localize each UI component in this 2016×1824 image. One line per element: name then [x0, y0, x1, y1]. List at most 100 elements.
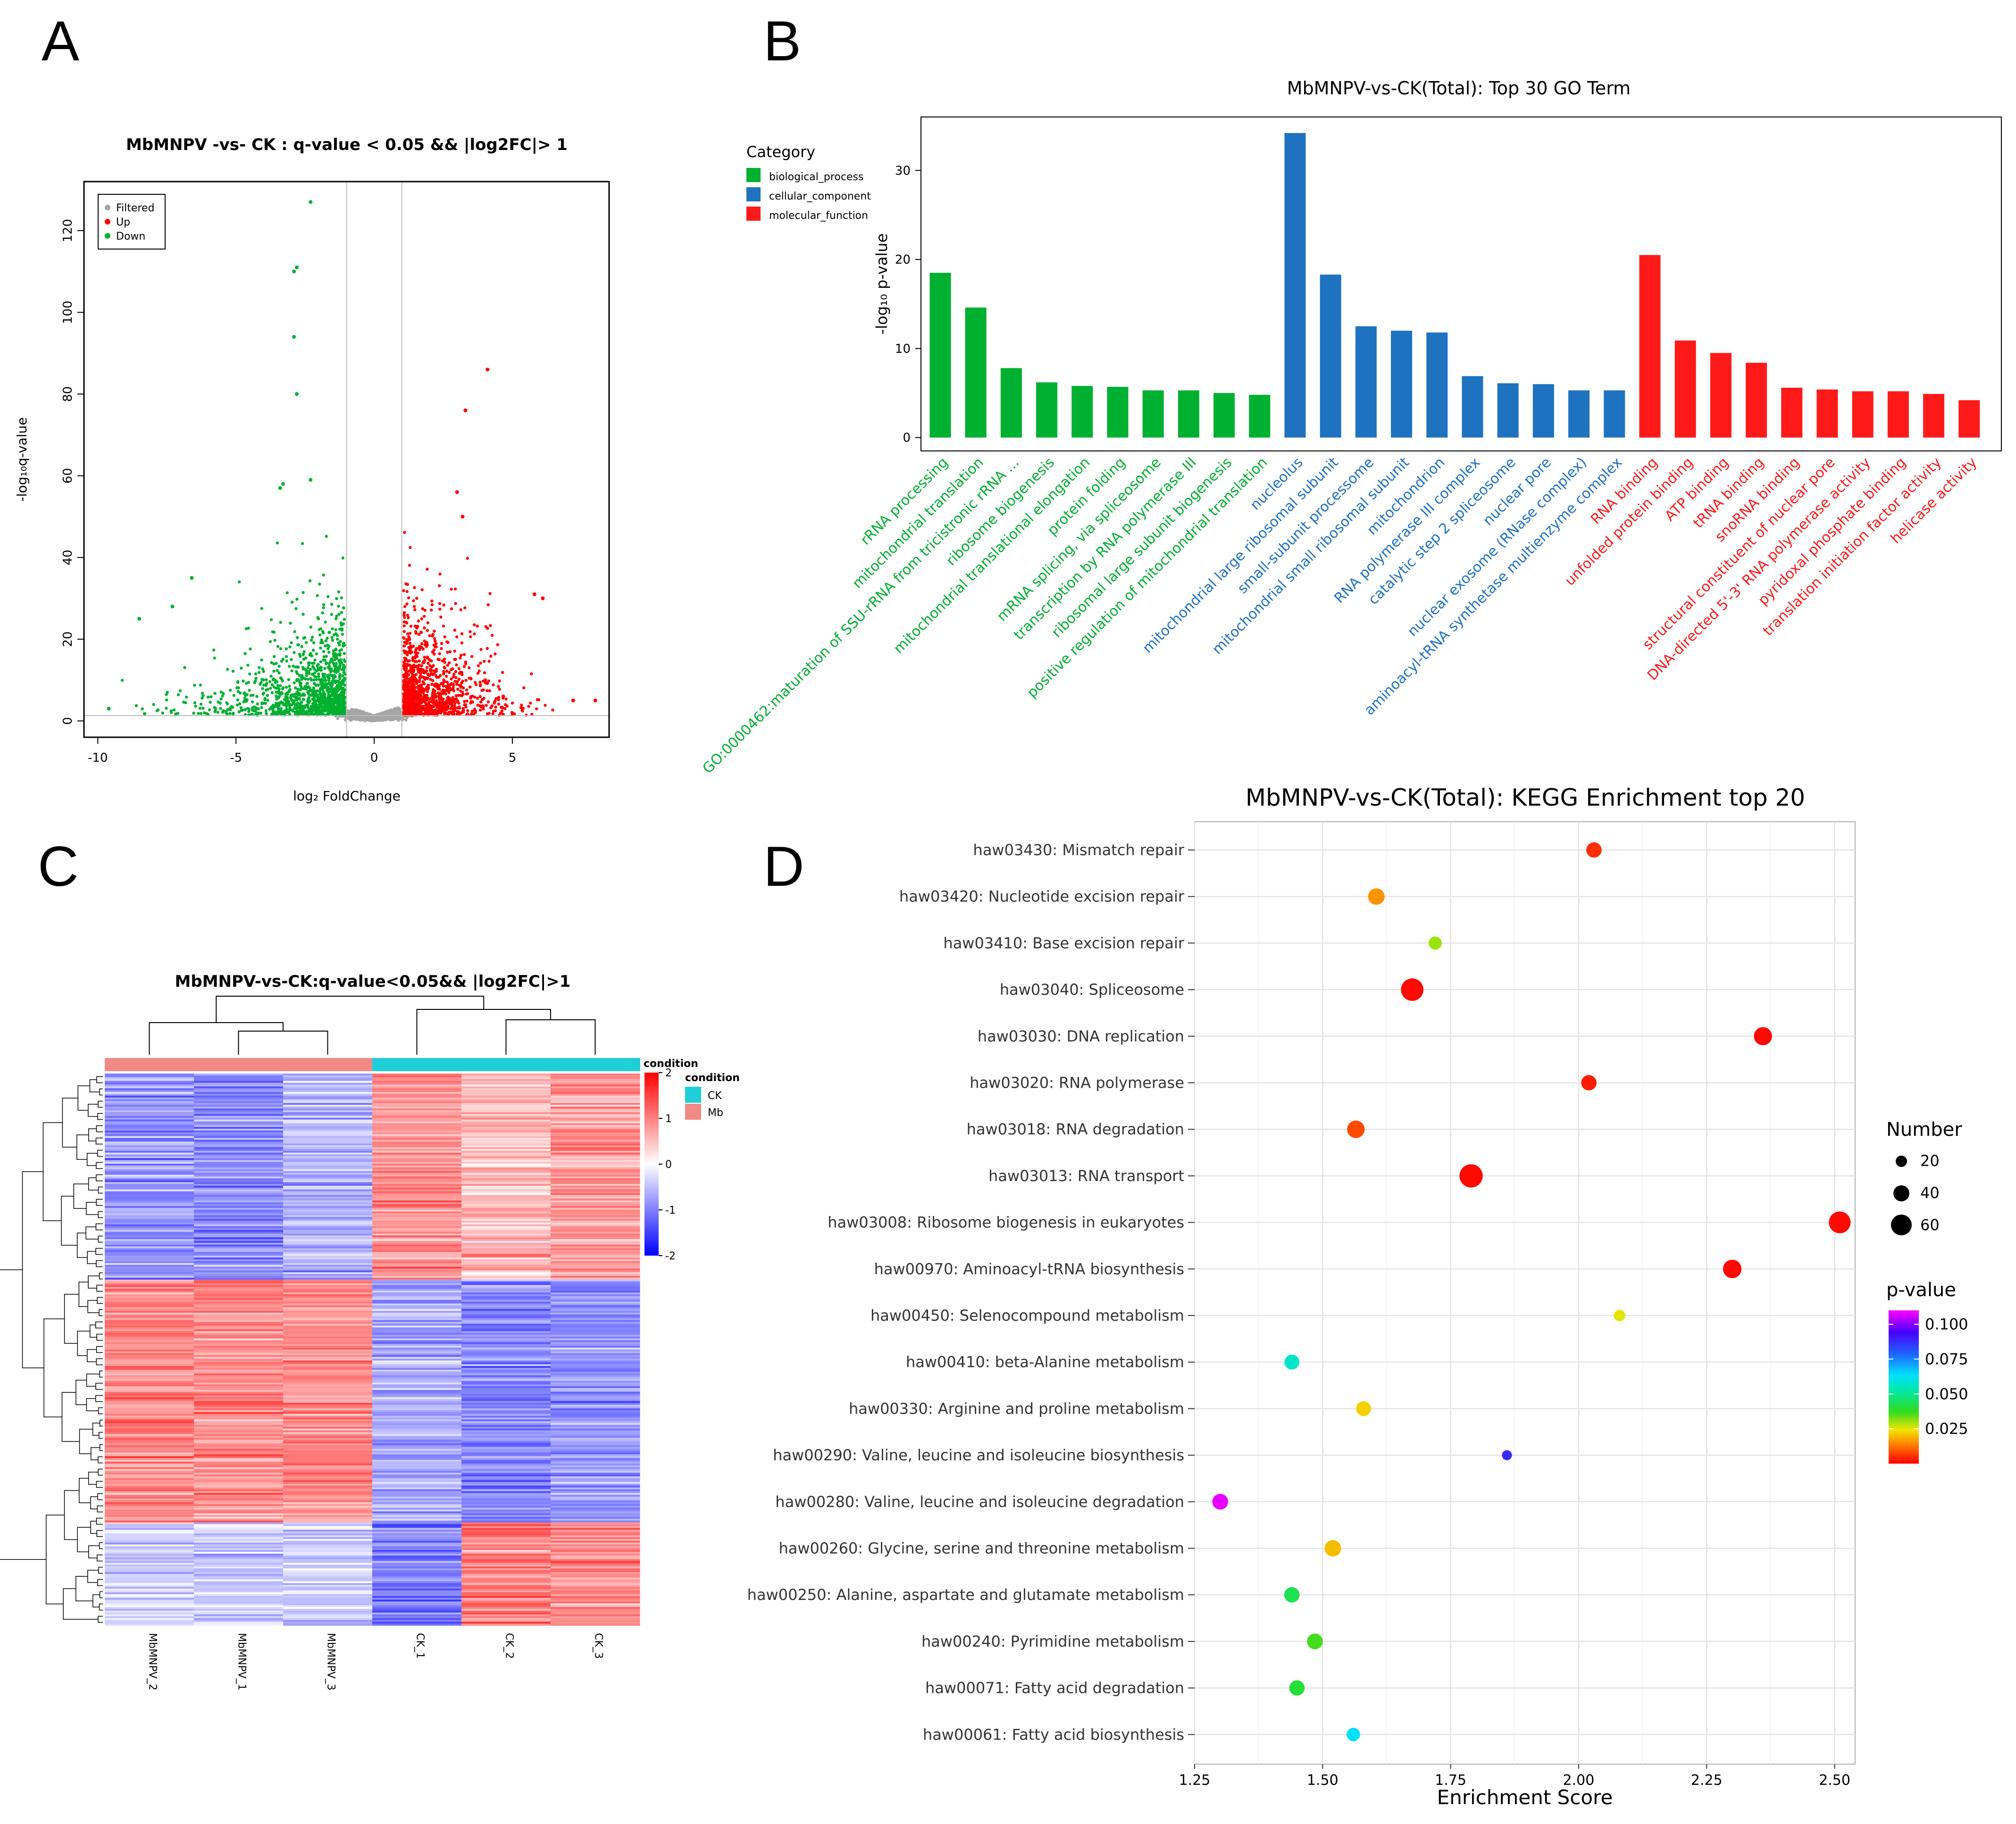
- volcano-point: [419, 631, 423, 634]
- volcano-point: [300, 674, 304, 677]
- heatmap-cell: [372, 1244, 462, 1247]
- heatmap-cell: [372, 1250, 462, 1252]
- heatmap-cell: [194, 1147, 284, 1149]
- heatmap-cell: [461, 1299, 551, 1302]
- heatmap-cell: [105, 1265, 194, 1267]
- volcano-point: [315, 678, 318, 681]
- heatmap-cell: [283, 1079, 373, 1082]
- heatmap-cell: [372, 1222, 462, 1225]
- volcano-point: [361, 712, 364, 716]
- heatmap-cell: [461, 1233, 551, 1236]
- heatmap-cell: [283, 1258, 373, 1260]
- volcano-plot-frame: [83, 181, 610, 738]
- volcano-point: [488, 689, 492, 692]
- heatmap-cell: [105, 1270, 194, 1273]
- heatmap-cell: [105, 1140, 194, 1142]
- heatmap-cell: [283, 1200, 373, 1203]
- heatmap-cell: [105, 1081, 194, 1083]
- volcano-point: [416, 680, 419, 683]
- heatmap-cell: [283, 1221, 373, 1223]
- volcano-point: [321, 641, 325, 644]
- volcano-point: [262, 678, 265, 682]
- heatmap-cell: [105, 1206, 194, 1208]
- volcano-point: [429, 678, 432, 681]
- volcano-point: [314, 675, 318, 679]
- heatmap-cell: [105, 1221, 194, 1223]
- volcano-point: [435, 642, 438, 645]
- volcano-point: [299, 683, 302, 686]
- heatmap-cell: [372, 1242, 462, 1245]
- volcano-point: [407, 596, 410, 600]
- volcano-point: [445, 675, 448, 678]
- heatmap-cell: [372, 1083, 462, 1085]
- volcano-point: [343, 660, 347, 663]
- heatmap-cell: [461, 1185, 551, 1188]
- volcano-point: [270, 683, 274, 686]
- heatmap-cell: [551, 1105, 640, 1107]
- heatmap-cell: [551, 1127, 640, 1129]
- heatmap-cell: [105, 1093, 194, 1096]
- heatmap-cell: [372, 1107, 462, 1109]
- volcano-point: [413, 690, 417, 693]
- heatmap-cell: [461, 1209, 551, 1212]
- heatmap-cell: [372, 1217, 462, 1219]
- heatmap-cell: [194, 1221, 284, 1223]
- volcano-point: [425, 641, 429, 645]
- heatmap-cell: [551, 1164, 640, 1166]
- heatmap-row-dendrogram-branch: [99, 1370, 103, 1378]
- volcano-point: [443, 666, 447, 670]
- heatmap-cell: [105, 1258, 194, 1260]
- go-title: MbMNPV-vs-CK(Total): Top 30 GO Term: [1287, 78, 1631, 99]
- volcano-point: [501, 671, 504, 674]
- volcano-point: [275, 662, 278, 665]
- volcano-point: [284, 709, 288, 713]
- heatmap-cell: [551, 1301, 640, 1304]
- heatmap-cell: [283, 1152, 373, 1155]
- volcano-point: [521, 707, 525, 710]
- volcano-point: [254, 672, 258, 675]
- volcano-point: [409, 680, 412, 683]
- heatmap-cell: [283, 1281, 373, 1284]
- volcano-point: [478, 708, 482, 712]
- heatmap-cell: [194, 1209, 284, 1212]
- volcano-point: [312, 661, 316, 665]
- volcano-point: [471, 694, 474, 698]
- heatmap-cell: [551, 1136, 640, 1139]
- volcano-point: [494, 705, 497, 709]
- heatmap-cell: [551, 1237, 640, 1240]
- heatmap-cell: [194, 1125, 284, 1127]
- heatmap-cell: [194, 1235, 284, 1238]
- heatmap-cell: [461, 1298, 551, 1300]
- go-bar: [1213, 393, 1235, 438]
- volcano-point: [427, 661, 430, 665]
- heatmap-cell: [461, 1241, 551, 1243]
- heatmap-cell: [372, 1121, 462, 1124]
- heatmap-cell: [105, 1074, 194, 1076]
- heatmap-cell: [194, 1138, 284, 1140]
- volcano-point: [456, 710, 460, 713]
- volcano-point: [492, 683, 495, 687]
- heatmap-cell: [461, 1132, 551, 1135]
- volcano-point: [434, 674, 438, 677]
- volcano-point: [343, 701, 346, 704]
- heatmap-cell: [372, 1184, 462, 1186]
- volcano-point: [276, 645, 280, 648]
- volcano-point: [482, 708, 485, 711]
- volcano-point: [458, 706, 461, 710]
- volcano-point: [420, 708, 423, 712]
- heatmap-cell: [194, 1254, 284, 1256]
- heatmap-cell: [283, 1204, 373, 1207]
- volcano-point: [152, 703, 155, 706]
- volcano-point: [366, 715, 370, 719]
- volcano-point: [305, 674, 308, 677]
- heatmap-cell: [551, 1171, 640, 1174]
- go-bar: [1178, 390, 1199, 438]
- volcano-point: [443, 658, 446, 661]
- volcano-point: [326, 636, 329, 640]
- heatmap-cell: [551, 1185, 640, 1188]
- heatmap-cell: [551, 1195, 640, 1197]
- volcano-point: [384, 712, 388, 716]
- volcano-point: [231, 669, 235, 673]
- volcano-point: [453, 704, 456, 707]
- heatmap-cell: [551, 1221, 640, 1223]
